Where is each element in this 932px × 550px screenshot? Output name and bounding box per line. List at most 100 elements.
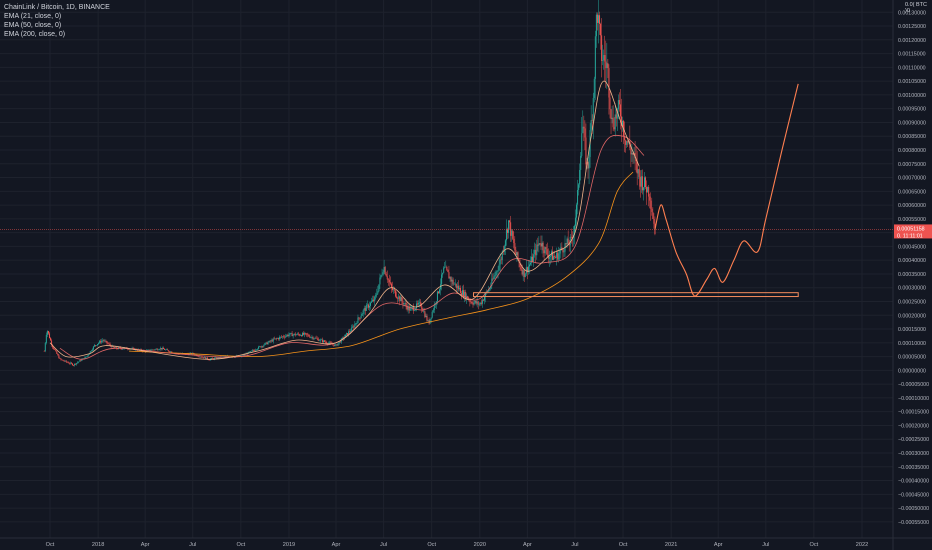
candle-body (51, 340, 53, 345)
candle-body (76, 362, 78, 365)
candle-body (517, 252, 519, 260)
candle-body (46, 331, 48, 335)
candle-body (212, 358, 214, 359)
candle-body (384, 267, 386, 274)
ema50-line (59, 134, 645, 360)
candle-body (358, 317, 360, 319)
candle-body (454, 283, 456, 285)
candle-body (423, 311, 425, 312)
candle-body (513, 238, 515, 244)
candle-body (584, 128, 586, 138)
candle-body (646, 187, 648, 193)
candle-body (457, 285, 459, 290)
candle-body (200, 356, 202, 358)
candle-body (73, 365, 75, 366)
x-tick-label: Oct (236, 542, 245, 548)
candle-body (650, 200, 652, 209)
candle-body (573, 225, 575, 235)
y-tick-label: −0.00020000 (898, 423, 929, 429)
candle-body (416, 303, 418, 309)
candle-body (569, 236, 571, 246)
candle-body (216, 357, 218, 359)
candle-body (275, 338, 277, 340)
candle-body (54, 348, 56, 350)
candle-body (158, 349, 160, 351)
candle-body (459, 287, 461, 294)
candle-body (62, 359, 64, 361)
y-tick-label: 0.00115000 (898, 52, 926, 58)
candle-body (539, 243, 541, 244)
candle-body (519, 262, 521, 268)
y-tick-label: 0.00105000 (898, 79, 926, 85)
candle-body (234, 357, 236, 358)
candle-body (335, 344, 337, 346)
y-tick-label: −0.00010000 (898, 396, 929, 402)
candle-body (84, 357, 86, 359)
candle-body (490, 285, 492, 289)
candle-body (651, 208, 653, 212)
candle-body (387, 279, 389, 280)
candle-body (155, 348, 157, 350)
price-scale[interactable]: 0.00130000 0.00125000 0.00120000 0.00115000… (892, 0, 929, 550)
candle-body (86, 355, 88, 357)
candle-body (93, 345, 95, 347)
candle-body (470, 301, 472, 303)
candle-body (69, 362, 71, 364)
candle-body (324, 340, 326, 342)
y-tick-label: 0.00000000 (898, 368, 926, 374)
candle-body (463, 290, 465, 298)
candle-body (451, 279, 453, 282)
ema-lines (49, 80, 645, 360)
y-tick-label: 0.00025000 (898, 299, 926, 305)
candle-body (253, 350, 255, 351)
candle-body (637, 169, 639, 174)
candle-body (420, 302, 422, 307)
candle-body (458, 287, 460, 290)
candle-body (557, 252, 559, 260)
candle-body (249, 351, 251, 352)
candle-body (401, 297, 403, 302)
candle-body (262, 346, 264, 347)
candle-body (647, 187, 649, 193)
time-scale[interactable]: Oct 2018 Apr Jul Oct 2019 Apr Jul Oct 2020 Apr Jul O… (0, 537, 932, 548)
candle-body (587, 162, 589, 169)
candle-body (396, 296, 398, 298)
candle-body (639, 176, 641, 187)
currency-badge[interactable]: 0.0( BTC )0 (905, 2, 928, 14)
candle-body (267, 342, 269, 345)
candle-body (626, 141, 628, 145)
candle-body (436, 291, 438, 302)
candle-body (376, 293, 378, 295)
candle-body (248, 351, 250, 353)
candle-body (310, 337, 312, 338)
candle-body (67, 362, 69, 364)
candle-body (355, 323, 357, 325)
candle-body (319, 339, 321, 341)
candle-body (548, 256, 550, 259)
candle-body (338, 341, 340, 344)
candle-body (44, 342, 46, 352)
candle-body (217, 357, 219, 359)
candle-body (542, 242, 544, 251)
candle-body (352, 326, 354, 328)
candle-body (154, 349, 156, 350)
candle-body (87, 354, 89, 356)
candle-body (298, 334, 300, 336)
candle-body (276, 338, 278, 339)
candle-body (287, 334, 289, 336)
candle-body (616, 109, 618, 119)
candle-body (568, 244, 570, 246)
candle-body (531, 256, 533, 263)
candle-body (603, 55, 605, 61)
candle-body (225, 356, 227, 357)
candle-body (610, 109, 612, 119)
candle-body (433, 304, 435, 311)
candle-body (306, 333, 308, 335)
candle-body (66, 361, 68, 363)
candle-body (286, 334, 288, 336)
candle-body (543, 250, 545, 254)
candle-body (618, 100, 620, 105)
